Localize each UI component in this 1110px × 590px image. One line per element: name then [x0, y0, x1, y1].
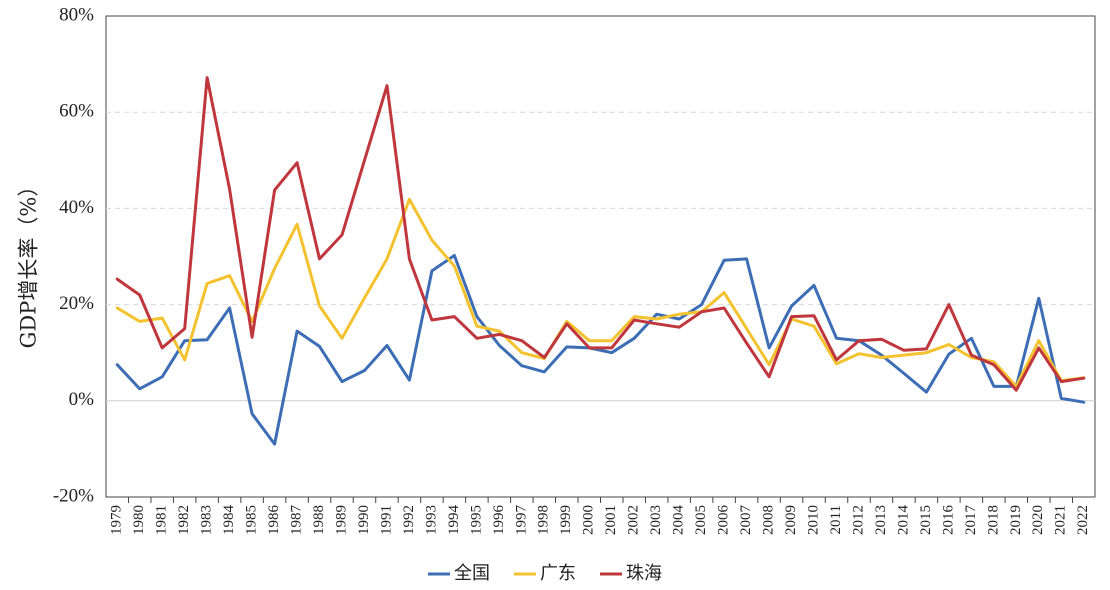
x-tick-label: 2014	[895, 505, 911, 536]
x-tick-label: 1981	[154, 505, 170, 535]
x-tick-label: 2004	[671, 505, 687, 536]
x-tick-label: 1980	[131, 505, 147, 535]
x-tick-label: 1989	[333, 505, 349, 535]
series-line-珠海	[115, 76, 1086, 392]
y-tick-label: 60%	[59, 101, 94, 122]
x-axis-ticks: 1979 1980 1981 1982 1983 1984 1985 1986 1987 1988…	[109, 497, 1091, 536]
x-tick-label: 2013	[873, 505, 889, 535]
x-tick-label: 1986	[266, 505, 282, 536]
series-line-全国	[115, 254, 1086, 446]
x-tick-label: 2018	[985, 505, 1001, 535]
x-tick-label: 1999	[558, 505, 574, 535]
x-tick-label: 2007	[738, 505, 754, 536]
x-tick-label: 1991	[378, 505, 394, 535]
x-tick-label: 1984	[221, 505, 237, 536]
x-tick-label: 2019	[1008, 505, 1024, 535]
y-tick-label: 0%	[69, 389, 95, 410]
x-tick-label: 1983	[199, 505, 215, 535]
x-tick-label: 2016	[940, 505, 956, 536]
x-tick-label: 2020	[1030, 505, 1046, 535]
x-tick-label: 2012	[850, 505, 866, 535]
x-tick-label: 2001	[603, 505, 619, 535]
legend-label: 广东	[540, 563, 576, 584]
x-tick-label: 2003	[648, 505, 664, 535]
y-tick-label: 20%	[59, 293, 94, 314]
x-tick-label: 1998	[536, 505, 552, 535]
x-tick-label: 1993	[423, 505, 439, 535]
x-tick-label: 1994	[446, 505, 462, 536]
x-tick-label: 1985	[244, 505, 260, 535]
y-axis-ticks: -20% 0% 20% 40% 60% 80%	[53, 4, 94, 506]
series-line-广东	[115, 197, 1086, 388]
x-tick-label: 2000	[581, 505, 597, 535]
x-tick-label: 2005	[693, 505, 709, 535]
x-tick-label: 2022	[1075, 505, 1091, 535]
x-tick-label: 1995	[468, 505, 484, 535]
x-tick-label: 2010	[805, 505, 821, 535]
x-tick-label: 2015	[918, 505, 934, 535]
x-tick-label: 2006	[716, 505, 732, 536]
x-tick-label: 1988	[311, 505, 327, 535]
x-tick-label: 2009	[783, 505, 799, 535]
series-lines	[115, 76, 1086, 446]
plot-area-frame	[105, 15, 1096, 498]
x-tick-label: 2021	[1053, 505, 1069, 535]
x-tick-label: 1996	[491, 505, 507, 535]
y-tick-label: -20%	[53, 485, 94, 506]
x-tick-label: 1997	[513, 505, 529, 536]
x-tick-label: 2011	[828, 505, 844, 534]
x-tick-label: 1979	[109, 505, 125, 535]
legend-label: 珠海	[626, 563, 662, 584]
y-tick-label: 80%	[59, 4, 94, 25]
x-tick-label: 1987	[288, 505, 304, 536]
x-tick-label: 1990	[356, 505, 372, 535]
x-tick-label: 2002	[626, 505, 642, 535]
x-tick-label: 2008	[761, 505, 777, 535]
y-axis-label: GDP增长率（%）	[17, 176, 41, 349]
x-tick-label: 1992	[401, 505, 417, 535]
legend-label: 全国	[454, 563, 490, 584]
legend: 全国 广东 珠海	[428, 563, 662, 584]
x-tick-label: 1982	[176, 505, 192, 535]
y-tick-label: 40%	[59, 197, 94, 218]
x-tick-label: 2017	[963, 505, 979, 536]
